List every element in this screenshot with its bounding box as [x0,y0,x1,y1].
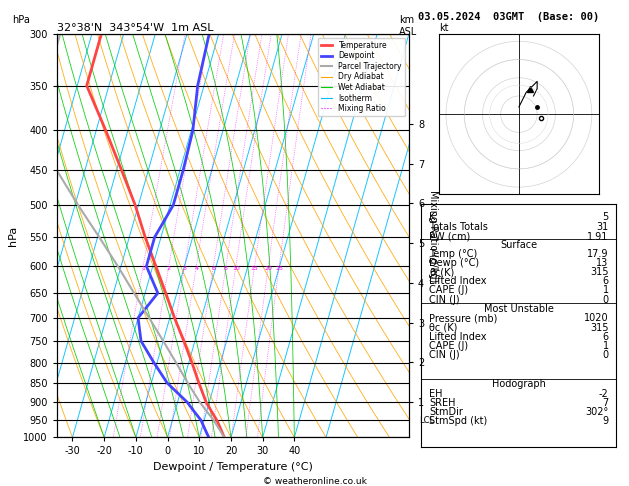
Text: Pressure (mb): Pressure (mb) [429,313,498,323]
Y-axis label: hPa: hPa [8,226,18,246]
Text: 9: 9 [603,416,609,426]
Text: kt: kt [439,23,448,33]
Text: 315: 315 [590,323,609,332]
Text: Temp (°C): Temp (°C) [429,249,477,259]
Text: 3: 3 [182,266,187,271]
Text: SREH: SREH [429,398,456,408]
Text: 25: 25 [276,266,283,271]
Text: EH: EH [429,389,443,399]
Text: PW (cm): PW (cm) [429,232,470,242]
Text: 302°: 302° [586,407,609,417]
Text: 1.91: 1.91 [587,232,609,242]
Text: 7: 7 [603,398,609,408]
Text: 1: 1 [603,285,609,295]
Text: Totals Totals: Totals Totals [429,222,488,232]
Text: 4: 4 [194,266,198,271]
Text: 20: 20 [264,266,272,271]
Text: 17.9: 17.9 [587,249,609,259]
Text: 5: 5 [603,212,609,223]
Text: StmDir: StmDir [429,407,463,417]
Text: Most Unstable: Most Unstable [484,304,554,314]
Text: CIN (J): CIN (J) [429,295,460,305]
Text: 1: 1 [603,341,609,350]
Text: 8: 8 [224,266,228,271]
Text: 10: 10 [232,266,240,271]
Text: 32°38'N  343°54'W  1m ASL: 32°38'N 343°54'W 1m ASL [57,23,213,33]
Text: 2: 2 [167,266,171,271]
Text: 31: 31 [596,222,609,232]
X-axis label: Dewpoint / Temperature (°C): Dewpoint / Temperature (°C) [153,462,313,472]
Text: CAPE (J): CAPE (J) [429,341,469,350]
Text: 6: 6 [603,331,609,342]
Text: hPa: hPa [13,15,30,25]
Text: © weatheronline.co.uk: © weatheronline.co.uk [262,477,367,486]
Text: 315: 315 [590,267,609,277]
Text: 0: 0 [603,350,609,360]
Text: 6: 6 [603,276,609,286]
Text: 13: 13 [596,258,609,268]
Text: Hodograph: Hodograph [492,380,546,389]
Text: ASL: ASL [399,27,418,37]
Text: CIN (J): CIN (J) [429,350,460,360]
Text: Lifted Index: Lifted Index [429,331,487,342]
Text: K: K [429,212,436,223]
Text: 15: 15 [251,266,259,271]
Text: θᴄ (K): θᴄ (K) [429,323,458,332]
Text: 03.05.2024  03GMT  (Base: 00): 03.05.2024 03GMT (Base: 00) [418,12,599,22]
Text: StmSpd (kt): StmSpd (kt) [429,416,487,426]
Text: θᴄ(K): θᴄ(K) [429,267,455,277]
Text: Lifted Index: Lifted Index [429,276,487,286]
Text: 6: 6 [211,266,215,271]
Text: CAPE (J): CAPE (J) [429,285,469,295]
Legend: Temperature, Dewpoint, Parcel Trajectory, Dry Adiabat, Wet Adiabat, Isotherm, Mi: Temperature, Dewpoint, Parcel Trajectory… [318,38,405,116]
Text: 0: 0 [603,295,609,305]
Text: km: km [399,15,415,25]
Text: 1020: 1020 [584,313,609,323]
Text: -2: -2 [599,389,609,399]
Text: 1: 1 [142,266,145,271]
Text: Surface: Surface [500,241,538,250]
Y-axis label: Mixing Ratio (g/kg): Mixing Ratio (g/kg) [428,190,438,282]
Text: LCL: LCL [420,416,435,425]
Text: Dewp (°C): Dewp (°C) [429,258,479,268]
